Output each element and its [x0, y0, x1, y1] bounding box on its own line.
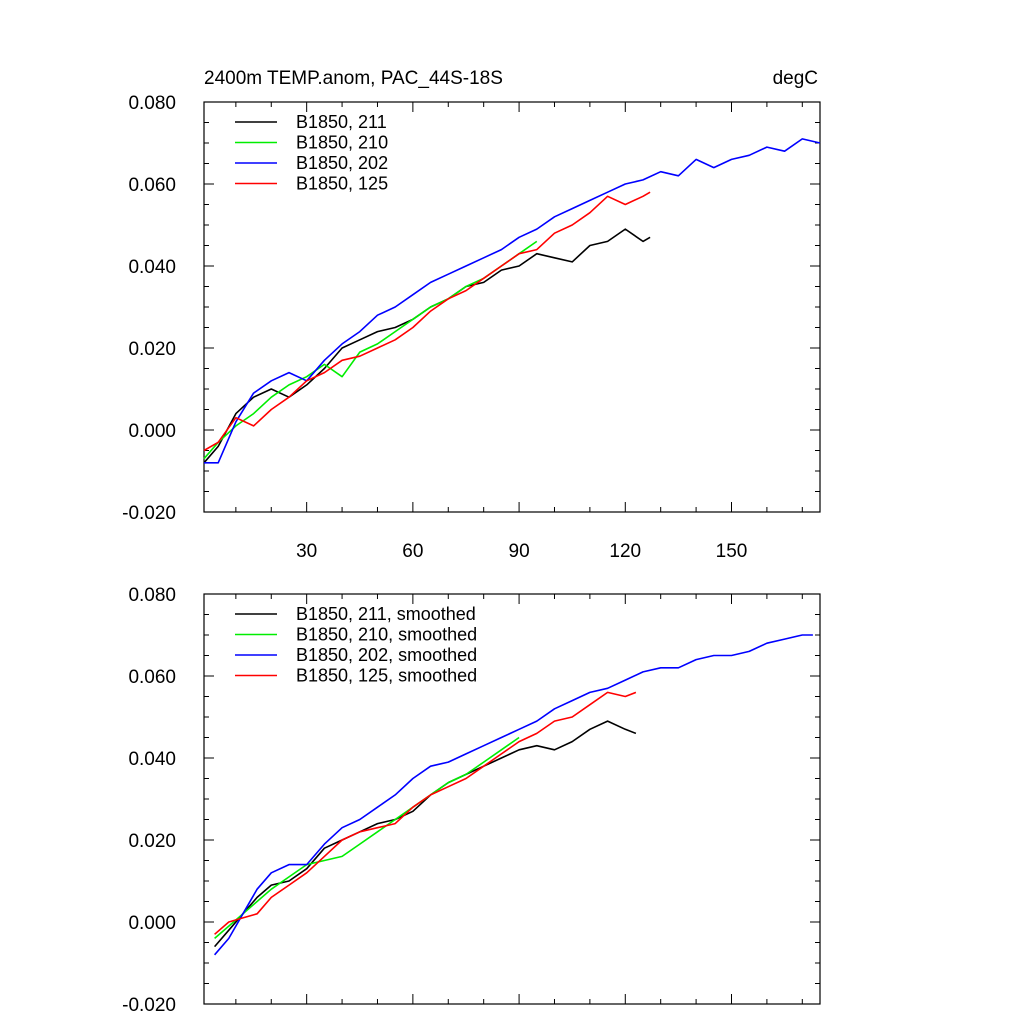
legend-label: B1850, 125 — [296, 174, 388, 194]
y-tick-label: 0.020 — [128, 339, 176, 360]
y-tick-label: -0.020 — [122, 503, 176, 524]
x-tick-label: 90 — [509, 541, 530, 562]
series-line-3 — [204, 138, 821, 464]
y-tick-label: 0.040 — [128, 257, 176, 278]
x-tick-label: 60 — [402, 541, 423, 562]
y-tick-label: 0.000 — [128, 913, 176, 934]
y-tick-label: 0.040 — [128, 749, 176, 770]
legend-label: B1850, 210 — [296, 133, 388, 153]
legend-label: B1850, 210, smoothed — [296, 625, 477, 645]
y-tick-label: 0.020 — [128, 831, 176, 852]
legend-label: B1850, 211, smoothed — [296, 604, 476, 624]
y-tick-label: -0.020 — [122, 995, 176, 1016]
legend-label: B1850, 202, smoothed — [296, 645, 477, 665]
x-tick-label: 30 — [296, 541, 317, 562]
y-tick-label: 0.000 — [128, 421, 176, 442]
series-line-1 — [213, 720, 637, 948]
series-line-1 — [203, 228, 651, 464]
chart-title: 2400m TEMP.anom, PAC_44S-18S — [204, 68, 503, 89]
series-line-2 — [214, 736, 520, 940]
legend-label: B1850, 125, smoothed — [296, 666, 477, 686]
legend-label: B1850, 202 — [296, 153, 388, 173]
chart-panel-2: -0.020 0.000 0.020 0.040 0.060 0.080 B1850, 21… — [122, 585, 821, 1016]
series-line-4 — [203, 191, 651, 452]
y-tick-label: 0.080 — [128, 585, 176, 606]
x-tick-label: 120 — [609, 541, 641, 562]
x-tick-label: 150 — [716, 541, 748, 562]
series-line-3 — [213, 634, 813, 956]
chart-units: degC — [773, 68, 818, 89]
chart-panel-1: -0.020 0.000 0.020 0.040 0.060 0.080 30 60 90 120… — [122, 68, 821, 562]
series-line-4 — [214, 691, 637, 935]
y-tick-label: 0.080 — [128, 93, 176, 114]
y-tick-label: 0.060 — [128, 667, 176, 688]
legend-label: B1850, 211 — [296, 112, 387, 132]
y-tick-label: 0.060 — [128, 175, 176, 196]
